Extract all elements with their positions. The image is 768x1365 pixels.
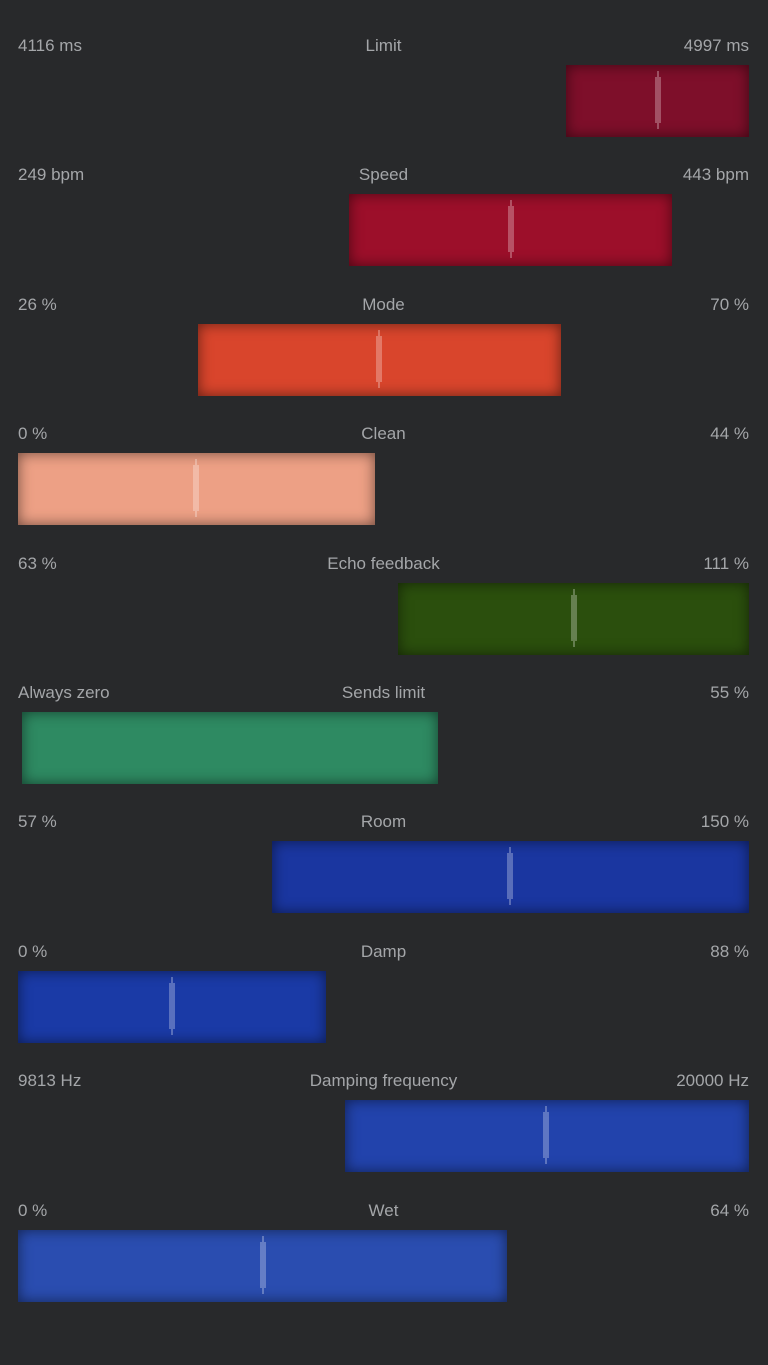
slider-thumb-handle[interactable] xyxy=(504,847,516,906)
slider-track[interactable] xyxy=(18,194,749,267)
slider-track[interactable] xyxy=(18,582,749,655)
slider-max-label: 44 % xyxy=(710,424,749,444)
slider-track[interactable] xyxy=(18,65,749,137)
slider-labels: 57 % Room 150 % xyxy=(18,812,749,836)
slider-max-label: 150 % xyxy=(700,812,749,832)
range-slider-speed: 249 bpm Speed 443 bpm xyxy=(18,165,749,294)
slider-labels: 249 bpm Speed 443 bpm xyxy=(18,165,749,189)
slider-min-label: Always zero xyxy=(18,682,110,702)
slider-min-label: 57 % xyxy=(18,812,57,832)
slider-thumb-handle[interactable] xyxy=(166,976,178,1035)
slider-min-label: 249 bpm xyxy=(18,165,85,185)
slider-labels: 9813 Hz Damping frequency 20000 Hz xyxy=(18,1071,749,1095)
slider-title: Damp xyxy=(360,941,407,961)
slider-labels: 26 % Mode 70 % xyxy=(18,295,749,319)
slider-range-fill[interactable] xyxy=(18,970,326,1043)
slider-thumb-handle[interactable] xyxy=(257,1235,269,1294)
slider-max-label: 4997 ms xyxy=(683,36,749,55)
slider-track[interactable] xyxy=(18,1100,749,1173)
slider-range-fill[interactable] xyxy=(398,582,749,655)
slider-track[interactable] xyxy=(18,323,749,396)
grip-lines-icon xyxy=(378,329,381,388)
slider-max-label: 64 % xyxy=(710,1200,749,1220)
slider-title: Wet xyxy=(368,1200,399,1220)
grip-lines-icon xyxy=(572,588,575,647)
grip-lines-icon xyxy=(544,1106,547,1165)
range-slider-clean: 0 % Clean 44 % xyxy=(18,424,749,553)
grip-lines-icon xyxy=(261,1235,264,1294)
slider-labels: 0 % Damp 88 % xyxy=(18,942,749,966)
slider-range-fill[interactable] xyxy=(344,1100,749,1173)
slider-title: Clean xyxy=(361,424,406,444)
slider-min-label: 0 % xyxy=(18,424,48,444)
grip-lines-icon xyxy=(195,459,198,518)
slider-title: Limit xyxy=(365,36,402,55)
slider-max-label: 111 % xyxy=(703,553,749,573)
slider-min-label: 4116 ms xyxy=(18,36,82,55)
slider-title: Sends limit xyxy=(341,682,426,702)
range-slider-mode: 26 % Mode 70 % xyxy=(18,295,749,424)
slider-thumb-handle[interactable] xyxy=(540,1106,552,1165)
slider-range-fill[interactable] xyxy=(566,65,749,137)
slider-range-fill[interactable] xyxy=(197,323,562,396)
slider-title: Speed xyxy=(358,165,409,185)
slider-title: Damping frequency xyxy=(309,1071,458,1091)
grip-lines-icon xyxy=(509,200,512,259)
slider-range-fill[interactable] xyxy=(21,711,439,784)
slider-range-fill[interactable] xyxy=(18,1229,508,1302)
slider-title: Room xyxy=(360,812,407,832)
range-slider-damping-frequency: 9813 Hz Damping frequency 20000 Hz xyxy=(18,1071,749,1200)
range-slider-echo-feedback: 63 % Echo feedback 111 % xyxy=(18,554,749,683)
slider-labels: Always zero Sends limit 55 % xyxy=(18,683,749,707)
grip-lines-icon xyxy=(656,71,659,129)
grip-lines-icon xyxy=(170,976,173,1035)
slider-thumb-handle[interactable] xyxy=(568,588,580,647)
slider-thumb-handle[interactable] xyxy=(190,459,202,518)
grip-lines-icon xyxy=(508,847,511,906)
slider-max-label: 70 % xyxy=(710,294,749,314)
range-slider-limit: 4116 ms Limit 4997 ms xyxy=(18,36,749,165)
slider-title: Echo feedback xyxy=(327,553,440,573)
slider-title: Mode xyxy=(362,294,405,314)
slider-labels: 0 % Wet 64 % xyxy=(18,1201,749,1225)
slider-thumb-handle[interactable] xyxy=(652,71,664,129)
slider-track[interactable] xyxy=(18,453,749,526)
slider-track[interactable] xyxy=(18,711,749,784)
slider-track[interactable] xyxy=(18,841,749,914)
slider-min-label: 26 % xyxy=(18,294,57,314)
slider-min-label: 0 % xyxy=(18,941,48,961)
slider-list: 4116 ms Limit 4997 ms 249 bpm Speed 443 … xyxy=(18,36,749,1330)
slider-labels: 4116 ms Limit 4997 ms xyxy=(18,36,749,60)
range-slider-wet: 0 % Wet 64 % xyxy=(18,1201,749,1330)
slider-labels: 0 % Clean 44 % xyxy=(18,424,749,448)
slider-min-label: 0 % xyxy=(18,1200,48,1220)
slider-max-label: 55 % xyxy=(710,682,749,702)
slider-max-label: 88 % xyxy=(710,941,749,961)
slider-range-fill[interactable] xyxy=(349,194,673,267)
range-slider-sends-limit: Always zero Sends limit 55 % xyxy=(18,683,749,812)
slider-thumb-handle[interactable] xyxy=(505,200,517,259)
slider-thumb-handle[interactable] xyxy=(373,329,385,388)
slider-track[interactable] xyxy=(18,1229,749,1302)
slider-min-label: 9813 Hz xyxy=(18,1071,82,1091)
slider-labels: 63 % Echo feedback 111 % xyxy=(18,554,749,578)
slider-max-label: 20000 Hz xyxy=(676,1071,749,1091)
slider-range-fill[interactable] xyxy=(271,841,749,914)
slider-min-label: 63 % xyxy=(18,553,57,573)
range-slider-room: 57 % Room 150 % xyxy=(18,812,749,941)
slider-max-label: 443 bpm xyxy=(682,165,749,185)
slider-range-fill[interactable] xyxy=(18,453,376,526)
range-slider-damp: 0 % Damp 88 % xyxy=(18,942,749,1071)
slider-track[interactable] xyxy=(18,970,749,1043)
